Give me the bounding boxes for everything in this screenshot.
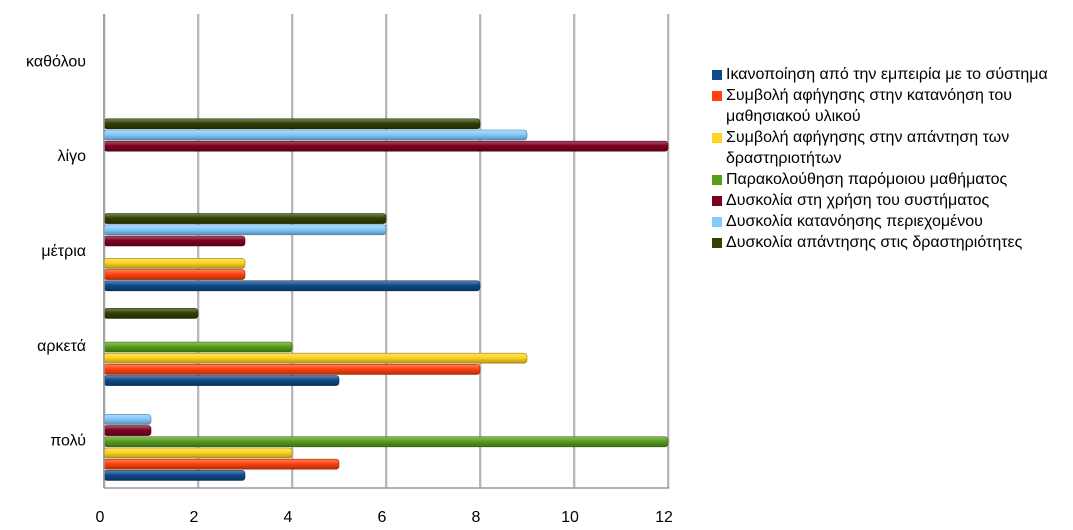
bar-πολύ-series-3 xyxy=(103,447,293,459)
legend-item-3: Συμβολή αφήγησης στην απάντηση των δραστ… xyxy=(712,127,1062,169)
legend-label-3: Συμβολή αφήγησης στην απάντηση των δραστ… xyxy=(726,129,1010,167)
axes xyxy=(103,14,669,489)
legend-item-6: Δυσκολία κατανόησης περιεχομένου xyxy=(712,211,1062,232)
grid-lines xyxy=(103,14,670,488)
bars xyxy=(103,118,669,481)
bar-μέτρια-series-7 xyxy=(103,213,387,224)
legend: Ικανοποίηση από την εμπειρία με το σύστη… xyxy=(712,64,1062,253)
x-tick-label-12: 12 xyxy=(655,509,673,526)
gridline-x-8 xyxy=(479,14,482,488)
bar-μέτρια-series-6 xyxy=(103,224,387,236)
legend-item-5: Δυσκολία στη χρήση του συστήματος xyxy=(712,190,1062,211)
bar-αρκετά-series-1 xyxy=(103,375,340,386)
x-tick-label-2: 2 xyxy=(190,509,199,526)
legend-swatch-1 xyxy=(712,70,722,80)
gridline-x-12 xyxy=(667,14,670,488)
legend-item-1: Ικανοποίηση από την εμπειρία με το σύστη… xyxy=(712,64,1062,85)
bar-πολύ-series-4 xyxy=(103,436,669,448)
legend-label-6: Δυσκολία κατανόησης περιεχομένου xyxy=(726,213,983,230)
legend-swatch-6 xyxy=(712,217,722,227)
bar-πολύ-series-1 xyxy=(103,470,246,481)
bar-αρκετά-series-3 xyxy=(103,352,528,364)
bar-μέτρια-series-2 xyxy=(103,269,246,280)
category-label-2: λίγο xyxy=(58,148,87,165)
legend-item-2: Συμβολή αφήγησης στην κατανόηση του μαθη… xyxy=(712,85,1062,127)
bar-λίγο-series-6 xyxy=(103,129,528,141)
bar-λίγο-series-7 xyxy=(103,118,481,130)
bar-λίγο-series-5 xyxy=(103,140,669,152)
legend-label-7: Δυσκολία απάντησης στις δραστηριότητες xyxy=(726,234,1023,251)
x-tick-label-4: 4 xyxy=(284,509,293,526)
bar-πολύ-series-5 xyxy=(103,425,152,436)
bar-μέτρια-series-3 xyxy=(103,258,246,269)
labels: 0 2 4 6 8 10 12 καθόλου λίγο μέτρια αρκετά πολύ xyxy=(26,53,673,526)
legend-swatch-4 xyxy=(712,175,722,185)
bar-μέτρια-series-5 xyxy=(103,235,246,247)
category-label-1: καθόλου xyxy=(26,53,86,70)
bar-αρκετά-series-2 xyxy=(103,364,481,375)
legend-swatch-7 xyxy=(712,238,722,248)
legend-swatch-2 xyxy=(712,91,722,101)
x-tick-label-0: 0 xyxy=(96,509,105,526)
gridline-x-4 xyxy=(291,14,294,488)
legend-label-2: Συμβολή αφήγησης στην κατανόηση του μαθη… xyxy=(726,87,1013,125)
bar-αρκετά-series-7 xyxy=(103,308,199,319)
bar-πολύ-series-2 xyxy=(103,458,340,470)
x-tick-label-6: 6 xyxy=(378,509,387,526)
gridline-x-2 xyxy=(197,14,200,488)
legend-item-7: Δυσκολία απάντησης στις δραστηριότητες xyxy=(712,232,1062,253)
x-tick-label-8: 8 xyxy=(472,509,481,526)
legend-label-4: Παρακολούθηση παρόμοιου μαθήματος xyxy=(726,171,1008,188)
legend-swatch-3 xyxy=(712,133,722,143)
bar-μέτρια-series-1 xyxy=(103,280,481,292)
category-label-3: μέτρια xyxy=(41,243,86,260)
gridline-x-10 xyxy=(573,14,576,488)
legend-label-5: Δυσκολία στη χρήση του συστήματος xyxy=(726,192,990,209)
x-tick-label-10: 10 xyxy=(561,509,579,526)
legend-label-1: Ικανοποίηση από την εμπειρία με το σύστη… xyxy=(726,66,1048,83)
bar-πολύ-series-6 xyxy=(103,414,152,425)
gridline-x-6 xyxy=(385,14,388,488)
bar-αρκετά-series-4 xyxy=(103,341,293,353)
category-label-4: αρκετά xyxy=(37,338,86,355)
legend-item-4: Παρακολούθηση παρόμοιου μαθήματος xyxy=(712,169,1062,190)
category-label-5: πολύ xyxy=(50,433,86,450)
legend-swatch-5 xyxy=(712,196,722,206)
